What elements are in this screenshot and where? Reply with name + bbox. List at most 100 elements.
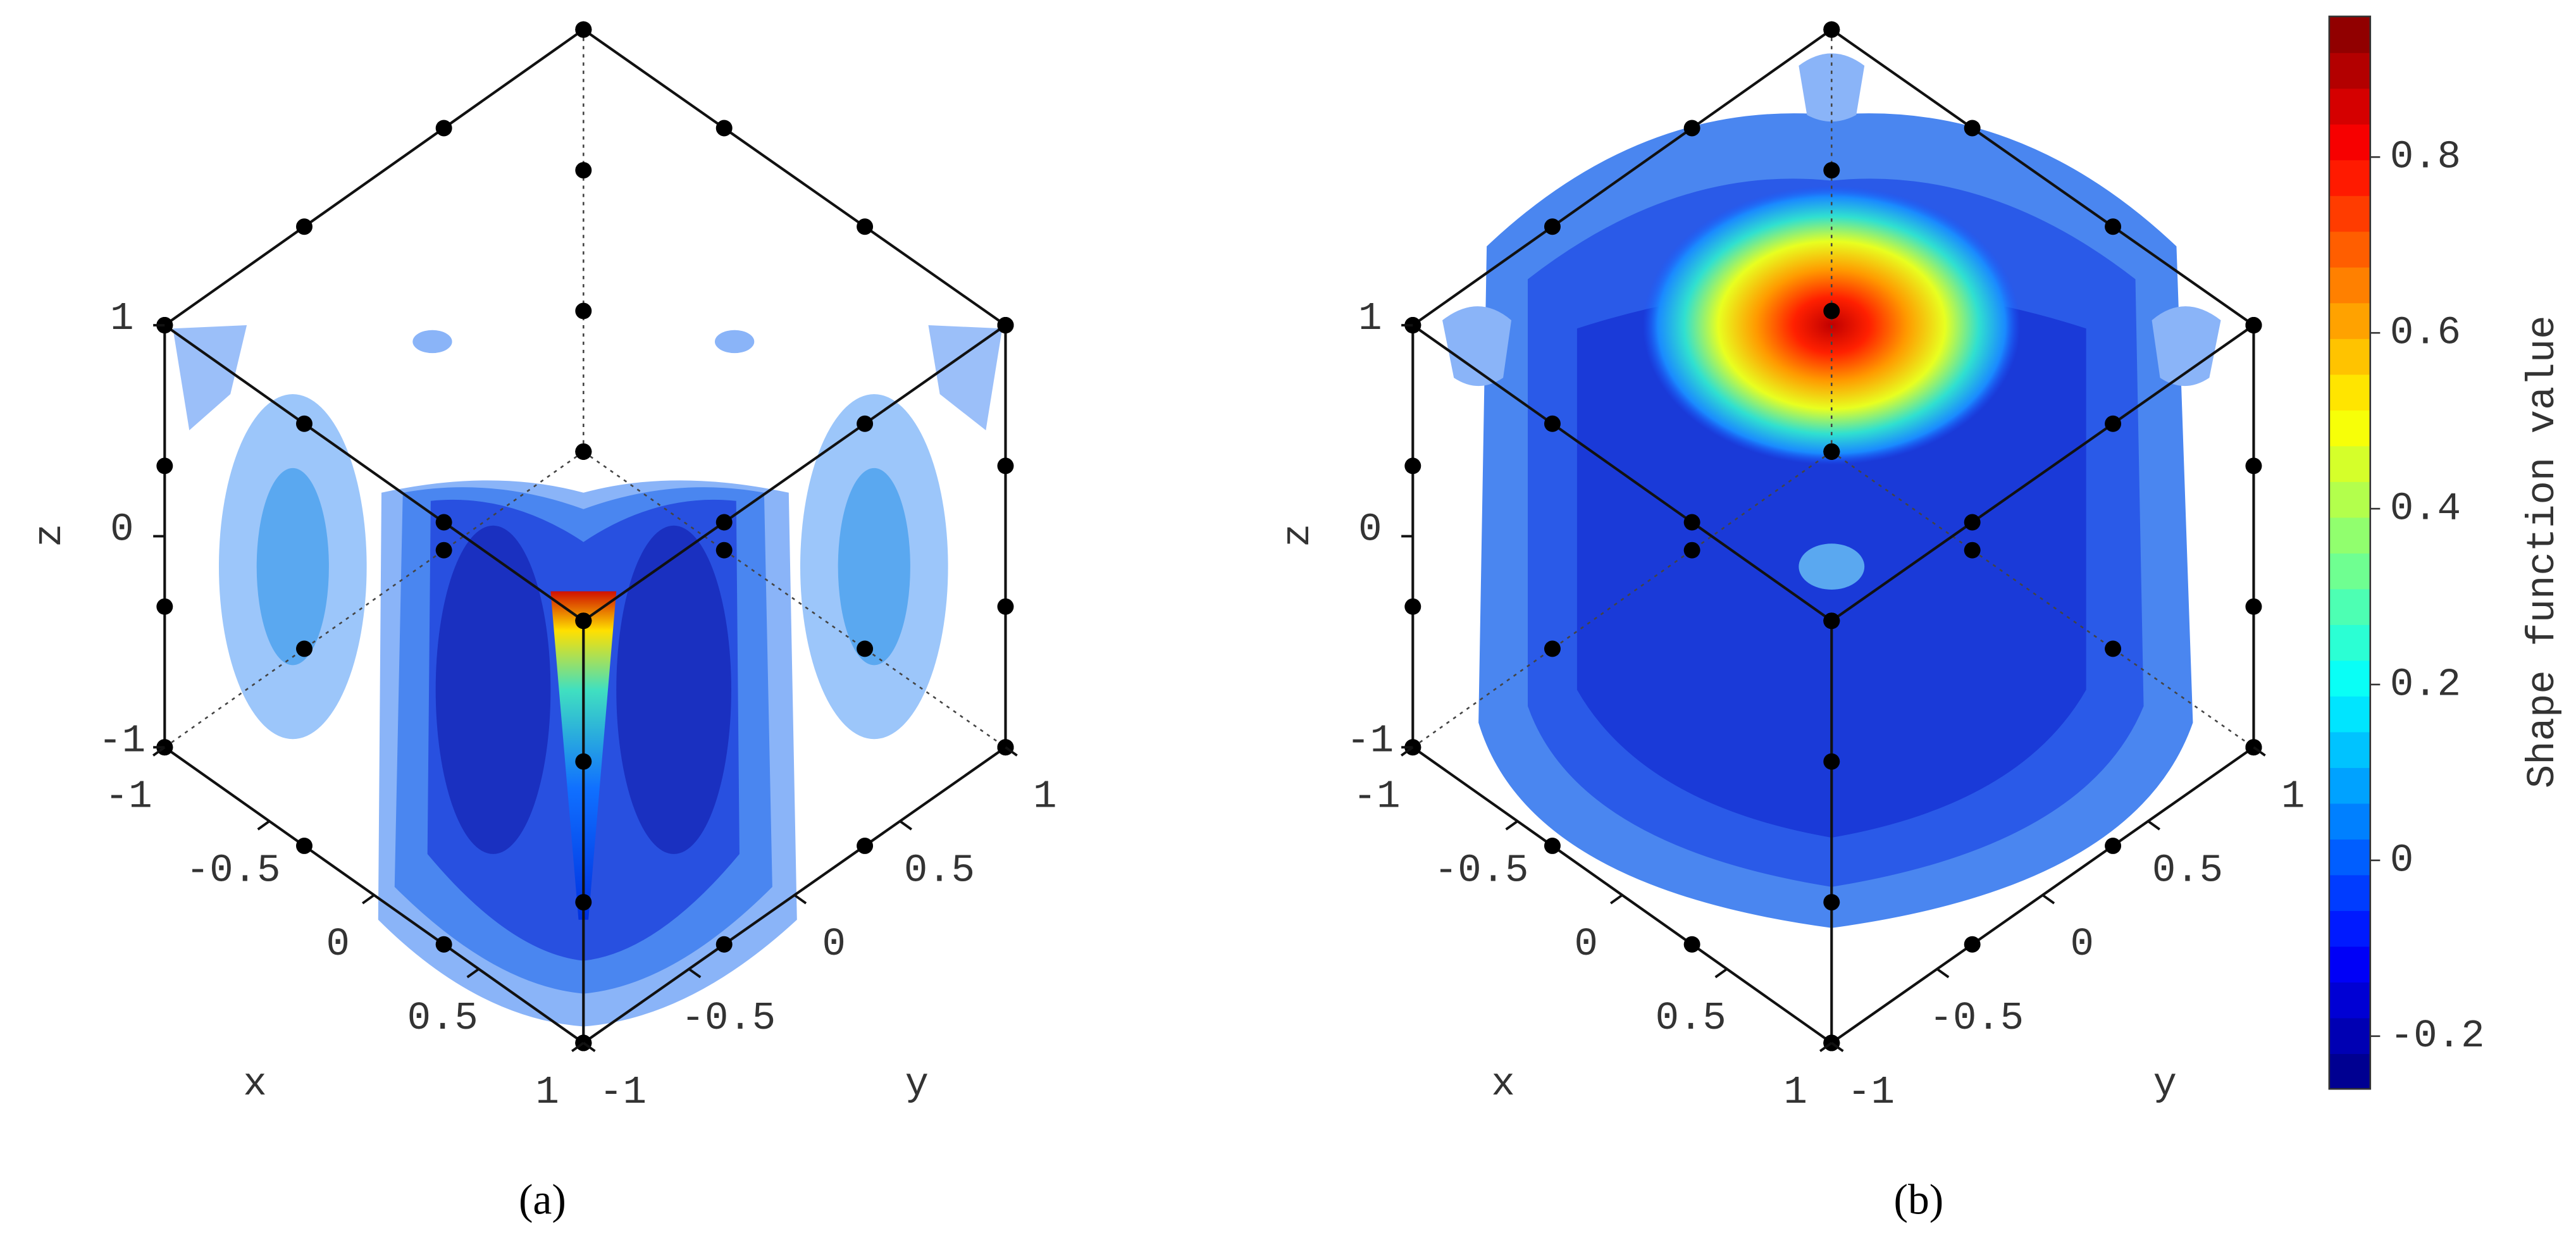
- colorbar-band: [2329, 910, 2370, 947]
- tick-mark: [362, 894, 375, 905]
- node: [1683, 120, 1700, 137]
- colorbar-band: [2329, 624, 2370, 661]
- tick-mark: [152, 746, 166, 757]
- y-tick-label: 0.5: [904, 848, 975, 893]
- node: [2105, 837, 2122, 854]
- node: [296, 218, 313, 235]
- node: [575, 612, 592, 629]
- node: [435, 120, 452, 137]
- x-tick-label: -1: [105, 774, 152, 819]
- colorbar-tick-label: 0.4: [2390, 487, 2461, 531]
- node: [997, 457, 1014, 474]
- colorbar-band: [2329, 195, 2370, 232]
- colorbar-tick-label: 0.2: [2390, 662, 2461, 707]
- cube-edge: [164, 324, 585, 622]
- colorbar-tick-label: -0.2: [2390, 1014, 2485, 1058]
- node: [1964, 542, 1981, 559]
- colorbar-band: [2329, 16, 2370, 53]
- y-tick-label: 1: [2281, 774, 2305, 819]
- tick-mark: [2041, 894, 2055, 905]
- panel-label: (a): [519, 1175, 566, 1223]
- colorbar-band: [2329, 660, 2370, 697]
- cube-edge: [1412, 28, 1833, 326]
- tick-mark: [2147, 820, 2160, 831]
- tick-mark: [2253, 746, 2266, 757]
- frames: -1 -0.5 0 0.5 1 -1 -0.5 0 0.5 1 -1 0 1 x y z -1 -0.5 0 0.5 1…: [27, 21, 2305, 1115]
- colorbar-band: [2329, 445, 2370, 482]
- node: [1823, 21, 1840, 38]
- node: [435, 514, 452, 531]
- node: [1823, 443, 1840, 460]
- isosurface-b: [1442, 53, 2221, 928]
- node: [997, 598, 1014, 615]
- z-tick-label: 0: [110, 507, 133, 552]
- z-axis-title: z: [27, 524, 72, 547]
- tick-mark: [1819, 1041, 1833, 1053]
- colorbar-band: [2329, 874, 2370, 911]
- node: [1823, 894, 1840, 911]
- z-tick-label: 1: [1358, 296, 1382, 341]
- colorbar-band: [2329, 695, 2370, 733]
- colorbar-band: [2329, 302, 2370, 339]
- node: [857, 415, 874, 432]
- colorbar-band: [2329, 767, 2370, 804]
- tick-mark: [1609, 894, 1623, 905]
- colorbar-band: [2329, 731, 2370, 768]
- node: [2105, 640, 2122, 657]
- cube-edge: [164, 28, 585, 326]
- node: [1823, 612, 1840, 629]
- colorbar-band: [2329, 1017, 2370, 1054]
- node: [156, 598, 173, 615]
- colorbar-tick-label: 0.6: [2390, 311, 2461, 356]
- colorbar-band: [2329, 123, 2370, 161]
- cube-frame: -1 -0.5 0 0.5 1 -1 -0.5 0 0.5 1 -1 0 1 x y z: [1275, 21, 2305, 1115]
- node: [435, 542, 452, 559]
- y-tick-label: 0: [822, 922, 846, 967]
- node: [575, 894, 592, 911]
- y-tick-label: 0.5: [2152, 848, 2223, 893]
- node: [1964, 514, 1981, 531]
- cube-edge: [1412, 324, 1833, 622]
- y-tick-label: -1: [599, 1070, 647, 1115]
- colorbar-tick-label: 0: [2390, 838, 2413, 883]
- node: [1683, 514, 1700, 531]
- node: [997, 317, 1014, 333]
- colorbar-band: [2329, 159, 2370, 196]
- node: [2245, 739, 2262, 756]
- x-tick-label: 1: [1783, 1070, 1807, 1115]
- x-tick-label: -0.5: [186, 848, 281, 893]
- cube-edge: [164, 746, 585, 1045]
- node: [2245, 317, 2262, 333]
- x-tick-label: 0: [326, 922, 350, 967]
- colorbar-band: [2329, 552, 2370, 590]
- colorbar-band: [2329, 946, 2370, 983]
- colorbar-band: [2329, 803, 2370, 840]
- node: [857, 218, 874, 235]
- tick-mark: [899, 820, 912, 831]
- tick-mark: [1505, 820, 1518, 831]
- node: [715, 120, 733, 137]
- z-axis-title: z: [1275, 524, 1320, 547]
- z-tick-label: -1: [1346, 718, 1394, 763]
- y-tick-label: -0.5: [681, 996, 776, 1041]
- node: [1544, 640, 1561, 657]
- node: [1544, 837, 1561, 854]
- node: [435, 936, 452, 953]
- node: [1964, 120, 1981, 137]
- node: [296, 415, 313, 432]
- panel-label: (b): [1894, 1175, 1944, 1223]
- node: [575, 753, 592, 770]
- tick-mark: [466, 968, 480, 979]
- node: [1683, 936, 1700, 953]
- y-tick-label: 0: [2070, 922, 2093, 967]
- colorbar-band: [2329, 231, 2370, 268]
- node: [1823, 162, 1840, 179]
- node: [857, 837, 874, 854]
- x-tick-label: 0.5: [407, 996, 478, 1041]
- colorbar-tick-label: 0.8: [2390, 135, 2461, 180]
- node: [2245, 457, 2262, 474]
- y-tick-label: -0.5: [1929, 996, 2024, 1041]
- tick-mark: [583, 1041, 596, 1053]
- colorbar-frame: [2328, 15, 2372, 1090]
